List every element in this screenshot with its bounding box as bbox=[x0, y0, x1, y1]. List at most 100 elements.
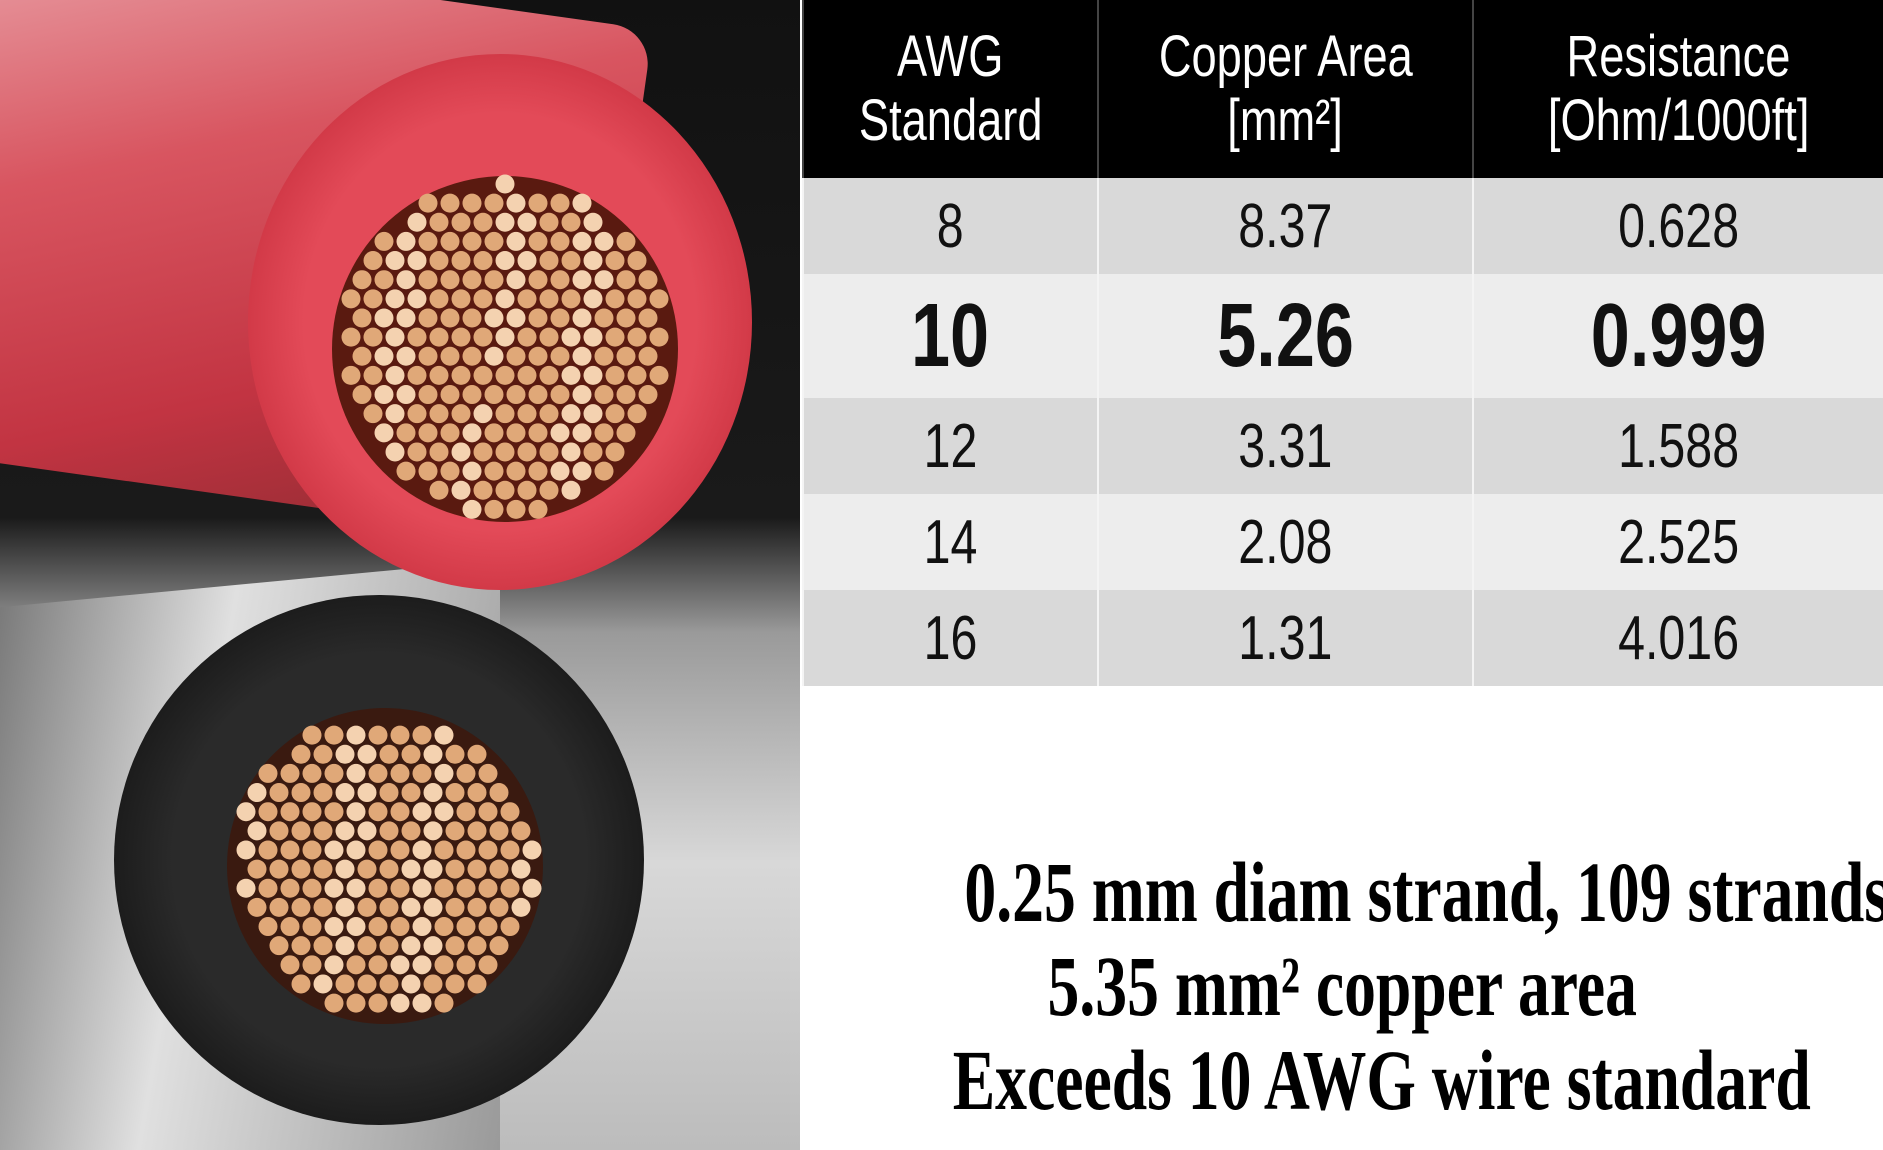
copper-strand bbox=[363, 327, 383, 347]
copper-strand bbox=[572, 308, 592, 328]
copper-strand bbox=[495, 251, 515, 271]
copper-strand bbox=[324, 840, 344, 860]
copper-strand bbox=[396, 231, 416, 251]
copper-strand bbox=[522, 840, 542, 860]
copper-strand bbox=[467, 859, 487, 879]
copper-strand bbox=[473, 327, 493, 347]
copper-strand bbox=[418, 193, 438, 213]
copper-strand bbox=[528, 346, 548, 366]
copper-strand bbox=[313, 859, 333, 879]
copper-strand bbox=[313, 744, 333, 764]
copper-strand bbox=[423, 744, 443, 764]
copper-strand bbox=[423, 897, 443, 917]
wire-cross-section-photo bbox=[0, 0, 800, 1150]
copper-strand bbox=[352, 270, 372, 290]
copper-strand bbox=[418, 231, 438, 251]
copper-strand bbox=[269, 897, 289, 917]
copper-strand bbox=[291, 936, 311, 956]
copper-strand bbox=[385, 289, 405, 309]
copper-strand bbox=[401, 821, 421, 841]
copper-strand bbox=[247, 859, 267, 879]
copper-strand bbox=[324, 802, 344, 822]
copper-strand bbox=[313, 821, 333, 841]
copper-strand bbox=[462, 308, 482, 328]
copper-strand bbox=[517, 365, 537, 385]
copper-strand bbox=[561, 365, 581, 385]
copper-strand bbox=[638, 270, 658, 290]
copper-strand bbox=[500, 840, 520, 860]
copper-strand bbox=[489, 897, 509, 917]
copper-strand bbox=[484, 346, 504, 366]
copper-strand bbox=[473, 480, 493, 500]
copper-strand bbox=[412, 725, 432, 745]
copper-strand bbox=[462, 423, 482, 443]
copper-strand bbox=[495, 442, 515, 462]
copper-strand bbox=[638, 385, 658, 405]
copper-strand bbox=[451, 442, 471, 462]
copper-strand bbox=[423, 936, 443, 956]
copper-strand bbox=[495, 480, 515, 500]
copper-strand bbox=[627, 404, 647, 424]
copper-strand bbox=[324, 878, 344, 898]
copper-strand bbox=[418, 270, 438, 290]
copper-strand bbox=[385, 404, 405, 424]
copper-strand bbox=[484, 499, 504, 519]
copper-strand bbox=[302, 802, 322, 822]
copper-strand bbox=[368, 993, 388, 1013]
copper-strand bbox=[374, 423, 394, 443]
table-row-highlighted: 10 5.26 0.999 bbox=[802, 274, 1883, 398]
copper-strand bbox=[473, 251, 493, 271]
copper-strand bbox=[280, 878, 300, 898]
copper-strand bbox=[561, 480, 581, 500]
copper-strand bbox=[440, 270, 460, 290]
copper-strand bbox=[335, 821, 355, 841]
copper-strand bbox=[583, 365, 603, 385]
copper-strand bbox=[473, 442, 493, 462]
copper-strand bbox=[440, 231, 460, 251]
copper-strand bbox=[445, 821, 465, 841]
copper-strand bbox=[467, 936, 487, 956]
copper-strand bbox=[368, 955, 388, 975]
copper-strand bbox=[473, 365, 493, 385]
resistance-cell: 1.588 bbox=[1472, 398, 1883, 494]
copper-strand bbox=[506, 231, 526, 251]
copper-strand bbox=[550, 423, 570, 443]
copper-strand bbox=[528, 423, 548, 443]
copper-strand bbox=[539, 251, 559, 271]
copper-strand bbox=[445, 897, 465, 917]
copper-strand bbox=[379, 974, 399, 994]
copper-strand bbox=[572, 385, 592, 405]
copper-strand bbox=[500, 802, 520, 822]
copper-strand bbox=[374, 270, 394, 290]
copper-strand bbox=[291, 859, 311, 879]
copper-strand bbox=[627, 289, 647, 309]
copper-strand bbox=[368, 878, 388, 898]
copper-strand bbox=[357, 897, 377, 917]
copper-strand bbox=[335, 897, 355, 917]
copper-strand bbox=[390, 840, 410, 860]
copper-strand bbox=[407, 251, 427, 271]
copper-strand bbox=[434, 840, 454, 860]
copper-strand bbox=[379, 897, 399, 917]
copper-strand bbox=[335, 744, 355, 764]
copper-strand bbox=[539, 327, 559, 347]
copper-strand bbox=[247, 821, 267, 841]
copper-strand bbox=[484, 385, 504, 405]
caption: 0.25 mm diam strand, 109 strands 5.35 mm… bbox=[802, 845, 1883, 1127]
copper-strand bbox=[412, 763, 432, 783]
copper-strand bbox=[616, 231, 636, 251]
copper-strand bbox=[484, 308, 504, 328]
copper-strand bbox=[363, 365, 383, 385]
copper-strand bbox=[357, 936, 377, 956]
copper-strand bbox=[473, 404, 493, 424]
copper-strand bbox=[374, 308, 394, 328]
copper-strand bbox=[473, 212, 493, 232]
copper-strands bbox=[227, 174, 678, 1024]
copper-strand bbox=[489, 783, 509, 803]
copper-strand bbox=[352, 308, 372, 328]
copper-strand bbox=[324, 763, 344, 783]
copper-strand bbox=[396, 270, 416, 290]
copper-strand bbox=[357, 744, 377, 764]
copper-strand bbox=[291, 974, 311, 994]
copper-strand bbox=[467, 974, 487, 994]
